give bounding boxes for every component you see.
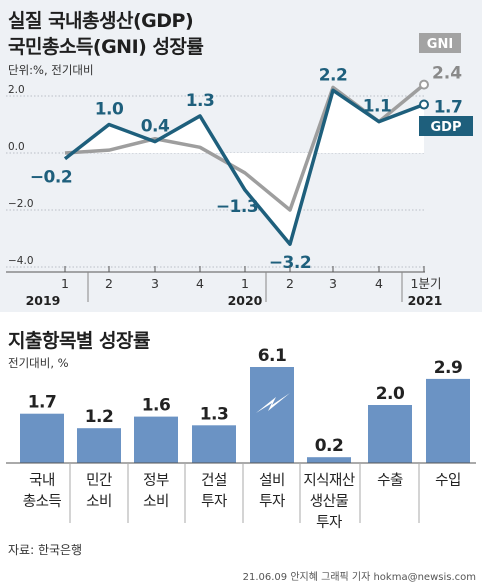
bar-value-label: 0.2 — [315, 436, 344, 456]
bar-value-label: 1.6 — [142, 396, 171, 416]
gdp-data-label: 1.7 — [434, 98, 463, 118]
bar — [250, 367, 294, 463]
gdp-data-label: 2.2 — [319, 65, 348, 85]
source-note: 자료: 한국은행 — [8, 543, 83, 557]
bar-value-label: 1.2 — [85, 407, 114, 427]
x-tick-label: 3 — [151, 276, 159, 291]
x-tick-label: 4 — [375, 276, 383, 291]
bar — [368, 405, 412, 463]
x-tick-label: 1 — [61, 276, 69, 291]
legend-gdp-tag — [419, 116, 473, 136]
category-label: 수입 — [435, 472, 461, 489]
category-label: 설비 — [259, 472, 285, 489]
gdp-point — [419, 99, 429, 110]
chart-title-line1: 실질 국내총생산(GDP) — [8, 10, 194, 32]
category-label: 생산물 — [310, 493, 349, 510]
gdp-data-label: 1.3 — [186, 91, 215, 111]
bar-value-label: 1.3 — [200, 404, 229, 424]
axis-break-mark — [256, 393, 290, 413]
category-label: 투자 — [201, 493, 227, 510]
category-label: 소비 — [143, 493, 169, 510]
category-label: 투자 — [316, 514, 342, 531]
year-label: 2019 — [26, 293, 61, 308]
gdp-line — [63, 88, 425, 246]
bar — [192, 425, 236, 463]
bar-value-label: 2.9 — [434, 358, 463, 378]
y-tick-label: −4.0 — [8, 255, 34, 267]
bar-chart-title: 지출항목별 성장률 — [8, 330, 150, 352]
year-label: 2020 — [228, 293, 263, 308]
category-label: 소비 — [86, 493, 112, 510]
legend-gni-label: GNI — [427, 37, 453, 52]
bar — [20, 413, 64, 463]
bar-value-label: 6.1 — [258, 346, 287, 366]
bar-chart-unit: 전기대비, % — [8, 356, 69, 370]
legend-gni-tag — [419, 33, 461, 53]
gdp-data-label: −3.2 — [269, 253, 311, 273]
x-tick-label: 3 — [329, 276, 337, 291]
y-tick-label: 0.0 — [8, 141, 25, 153]
x-tick-label: 2 — [286, 276, 294, 291]
bar — [134, 416, 178, 463]
category-label: 총소득 — [23, 493, 62, 510]
gni-data-label: 2.4 — [432, 64, 462, 84]
gdp-data-label: −0.2 — [30, 168, 72, 188]
gdp-area-fill — [65, 90, 424, 245]
gdp-data-label: 1.1 — [363, 97, 392, 117]
line-chart: 2.0 0.0 −2.0 −4.0 −0.2 1.0 0.4 1.3 −1.3 −3.2 2.2 1.… — [6, 33, 473, 308]
gdp-data-label: −1.3 — [216, 197, 258, 217]
category-label: 투자 — [259, 493, 285, 510]
gdp-data-label: 1.0 — [95, 100, 124, 120]
y-tick-label: 2.0 — [8, 84, 25, 96]
category-label: 민간 — [86, 472, 112, 489]
gni-point — [419, 79, 429, 90]
x-tick-label: 1 — [241, 276, 249, 291]
category-label: 수출 — [377, 472, 403, 489]
category-label: 정부 — [143, 472, 169, 489]
category-label: 국내 — [29, 472, 55, 489]
category-label: 건설 — [201, 472, 227, 489]
chart-title-line2: 국민총소득(GNI) 성장률 — [8, 36, 204, 58]
y-tick-label: −2.0 — [8, 198, 34, 210]
year-label: 2021 — [408, 293, 443, 308]
x-tick-label: 2 — [105, 276, 113, 291]
bar-value-label: 1.7 — [28, 393, 57, 413]
credit-note: 21.06.09 안지혜 그래픽 기자 hokma@newsis.com — [242, 572, 476, 583]
bar — [426, 378, 470, 463]
bar-value-label: 2.0 — [376, 384, 405, 404]
bar — [307, 457, 351, 463]
legend-gdp-label: GDP — [431, 120, 462, 135]
category-label: 지식재산 — [303, 472, 355, 489]
x-tick-label: 1분기 — [411, 276, 442, 291]
x-tick-label: 4 — [196, 276, 204, 291]
bar — [77, 428, 121, 463]
line-chart-unit: 단위:%, 전기대비 — [8, 63, 94, 77]
gdp-data-label: 0.4 — [141, 117, 170, 137]
